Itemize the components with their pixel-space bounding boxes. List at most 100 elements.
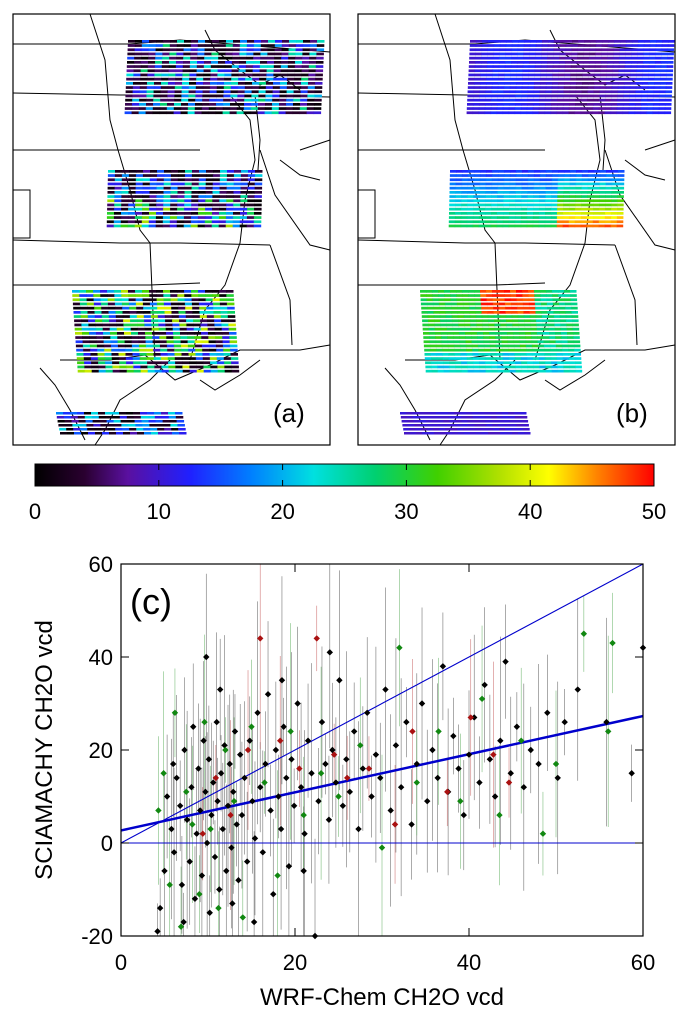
swath-pixel: [189, 78, 197, 81]
swath-pixel: [618, 82, 625, 85]
swath-pixel: [492, 78, 499, 81]
swath-pixel: [582, 90, 589, 93]
swath-pixel: [515, 416, 522, 419]
swath-pixel: [183, 53, 191, 56]
swath-pixel: [208, 336, 216, 339]
swath-pixel: [223, 99, 231, 102]
swath-pixel: [141, 69, 149, 72]
swath-pixel: [558, 178, 565, 181]
swath-pixel: [462, 178, 469, 181]
swath-pixel: [587, 199, 594, 202]
swath-pixel: [213, 191, 221, 194]
swath-pixel: [255, 174, 263, 177]
swath-pixel: [515, 366, 522, 369]
swath-pixel: [225, 61, 233, 64]
swath-pixel: [206, 170, 214, 173]
swath-pixel: [501, 336, 508, 339]
swath-pixel: [463, 303, 470, 306]
swath-pixel: [204, 370, 212, 373]
swath-pixel: [170, 199, 178, 202]
swath-pixel: [129, 303, 137, 306]
swath-pixel: [538, 345, 545, 348]
swath-pixel: [479, 107, 486, 110]
swath-pixel: [150, 298, 158, 301]
swath-pixel: [560, 311, 567, 314]
swath-pixel: [402, 420, 409, 423]
swath-pixel: [485, 353, 492, 356]
swath-pixel: [570, 370, 577, 373]
data-point: [575, 686, 581, 692]
swath-pixel: [287, 90, 295, 93]
swath-pixel: [123, 311, 131, 314]
swath-pixel: [666, 74, 673, 77]
swath-pixel: [188, 103, 196, 106]
swath-pixel: [105, 361, 113, 364]
swath-pixel: [594, 187, 601, 190]
swath-pixel: [540, 370, 547, 373]
swath-pixel: [594, 178, 601, 181]
swath-pixel: [309, 69, 317, 72]
data-point: [514, 724, 520, 730]
swath-pixel: [575, 208, 582, 211]
swath-pixel: [219, 195, 227, 198]
swath-pixel: [149, 225, 157, 228]
swath-pixel: [488, 432, 495, 435]
swath-pixel: [625, 53, 632, 56]
swath-pixel: [524, 311, 531, 314]
swath-pixel: [461, 361, 468, 364]
swath-pixel: [272, 111, 280, 114]
swath-pixel: [121, 208, 129, 211]
swath-pixel: [606, 90, 613, 93]
swath-pixel: [438, 370, 445, 373]
swath-pixel: [491, 204, 498, 207]
swath-pixel: [575, 353, 582, 356]
swath-pixel: [481, 428, 488, 431]
swath-pixel: [513, 328, 520, 331]
swath-pixel: [561, 328, 568, 331]
colorbar-tick-label: 20: [270, 499, 294, 524]
swath-pixel: [594, 82, 601, 85]
swath-pixel: [618, 178, 625, 181]
swath-pixel: [510, 420, 516, 423]
swath-pixel: [184, 48, 192, 51]
swath-pixel: [467, 99, 474, 102]
swath-pixel: [157, 183, 165, 186]
swath-pixel: [213, 303, 221, 306]
swath-pixel: [540, 90, 547, 93]
swath-pixel: [155, 370, 163, 373]
swath-pixel: [226, 220, 234, 223]
swath-pixel: [587, 99, 594, 102]
swath-pixel: [427, 428, 434, 431]
swath-pixel: [476, 40, 483, 43]
swath-pixel: [662, 44, 669, 47]
swath-pixel: [135, 48, 143, 51]
swath-pixel: [563, 204, 570, 207]
swath-pixel: [201, 336, 209, 339]
swath-pixel: [131, 332, 139, 335]
swath-pixel: [180, 336, 188, 339]
swath-pixel: [459, 332, 466, 335]
swath-pixel: [558, 191, 565, 194]
swath-pixel: [434, 319, 441, 322]
swath-pixel: [435, 336, 442, 339]
swath-pixel: [108, 170, 116, 173]
swath-pixel: [132, 99, 140, 102]
swath-pixel: [175, 90, 183, 93]
swath-pixel: [185, 178, 193, 181]
swath-pixel: [601, 57, 608, 60]
swath-pixel: [558, 370, 565, 373]
swath-pixel: [142, 220, 150, 223]
swath-pixel: [293, 103, 301, 106]
swath-pixel: [173, 332, 181, 335]
swath-pixel: [115, 183, 123, 186]
swath-pixel: [486, 424, 493, 427]
swath-pixel: [112, 366, 120, 369]
swath-pixel: [459, 336, 466, 339]
swath-pixel: [503, 361, 510, 364]
swath-pixel: [171, 170, 179, 173]
swath-pixel: [245, 74, 253, 77]
swath-pixel: [656, 40, 663, 43]
swath-pixel: [454, 340, 461, 343]
swath-pixel: [554, 48, 561, 51]
swath-pixel: [96, 336, 104, 339]
